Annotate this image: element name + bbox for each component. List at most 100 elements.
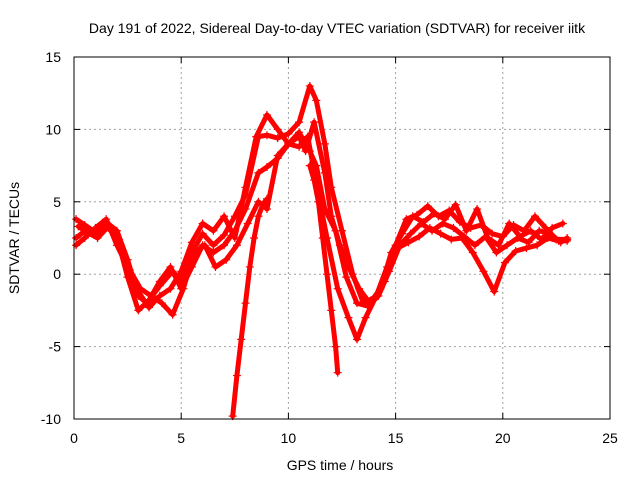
data-point: [563, 236, 572, 245]
data-point: [327, 212, 336, 221]
data-point: [295, 142, 304, 151]
data-point: [254, 168, 263, 177]
data-point: [115, 235, 124, 244]
y-tick-label: -5: [49, 339, 62, 355]
x-tick-label: 0: [70, 430, 78, 446]
data-point: [211, 262, 220, 271]
data-point: [415, 232, 424, 241]
data-point: [494, 241, 503, 250]
series-line: [75, 134, 570, 342]
data-point: [310, 118, 319, 127]
data-point: [310, 176, 319, 185]
data-point: [222, 255, 231, 264]
data-point: [404, 238, 413, 247]
x-tick-label: 25: [602, 430, 618, 446]
data-point: [262, 205, 271, 214]
data-point: [72, 234, 81, 242]
data-point: [318, 234, 327, 242]
data-point: [353, 299, 362, 308]
data-point: [232, 241, 241, 250]
data-point: [503, 241, 512, 250]
data-point: [483, 234, 492, 242]
chart-title: Day 191 of 2022, Sidereal Day-to-day VTE…: [89, 20, 586, 36]
y-tick-label: 5: [53, 194, 61, 210]
data-point: [312, 96, 321, 105]
data-point: [220, 231, 229, 240]
data-point: [406, 229, 415, 238]
data-point: [479, 267, 488, 276]
data-point: [230, 234, 239, 242]
y-tick-label: 15: [45, 49, 61, 65]
x-tick-label: 5: [177, 430, 185, 446]
data-point: [209, 226, 218, 235]
data-point: [558, 219, 567, 228]
x-axis-label: GPS time / hours: [287, 457, 394, 473]
data-point: [136, 284, 145, 293]
y-tick-label: 10: [45, 121, 61, 137]
data-point: [554, 236, 563, 245]
data-point: [147, 291, 156, 300]
data-point: [423, 202, 432, 211]
data-point: [327, 306, 336, 315]
data-point: [295, 118, 304, 127]
data-point: [200, 241, 209, 250]
data-point: [333, 368, 342, 377]
data-point: [80, 220, 89, 229]
data-point: [393, 244, 402, 253]
data-point: [168, 310, 177, 319]
data-point: [72, 241, 81, 250]
data-point: [262, 194, 271, 203]
data-point: [262, 110, 271, 119]
data-point: [157, 299, 166, 308]
plot-frame: [73, 56, 611, 420]
y-axis-label: SDTVAR / TECUs: [6, 182, 22, 294]
data-point: [243, 219, 252, 228]
data-point: [361, 313, 370, 322]
data-point: [93, 234, 102, 242]
data-point: [331, 342, 340, 351]
y-tick-label: -10: [41, 411, 61, 427]
data-point: [488, 229, 497, 238]
data-point: [74, 222, 83, 231]
data-point: [295, 132, 304, 141]
data-point: [408, 212, 417, 221]
data-point: [419, 218, 428, 227]
data-point: [320, 139, 329, 148]
data-point: [490, 287, 499, 296]
data-point: [254, 212, 263, 221]
data-point: [190, 248, 199, 257]
data-point: [515, 232, 524, 241]
data-point: [305, 161, 314, 170]
data-point: [220, 241, 229, 250]
data-point: [237, 335, 246, 344]
data-point: [314, 197, 323, 206]
data-point: [198, 219, 207, 228]
data-point: [320, 168, 329, 177]
data-point: [273, 151, 282, 160]
data-point: [166, 262, 175, 271]
data-point: [492, 248, 501, 257]
x-tick-label: 20: [495, 430, 511, 446]
data-point: [166, 284, 175, 293]
data-point: [500, 258, 509, 267]
data-point: [254, 197, 263, 206]
data-point: [344, 313, 353, 322]
data-point: [543, 234, 552, 242]
data-point: [262, 131, 271, 140]
data-point: [241, 183, 250, 192]
data-point: [102, 215, 111, 224]
grid: [74, 57, 610, 419]
data-point: [470, 241, 479, 250]
data-point: [104, 222, 113, 231]
data-point: [335, 241, 344, 250]
data-traces: [72, 81, 572, 421]
data-point: [468, 248, 477, 257]
data-point: [533, 241, 542, 250]
x-tick-label: 15: [388, 430, 404, 446]
series-track-6: [305, 161, 342, 377]
data-point: [511, 247, 520, 256]
data-point: [305, 81, 314, 90]
series-line: [307, 163, 341, 376]
data-point: [232, 371, 241, 380]
